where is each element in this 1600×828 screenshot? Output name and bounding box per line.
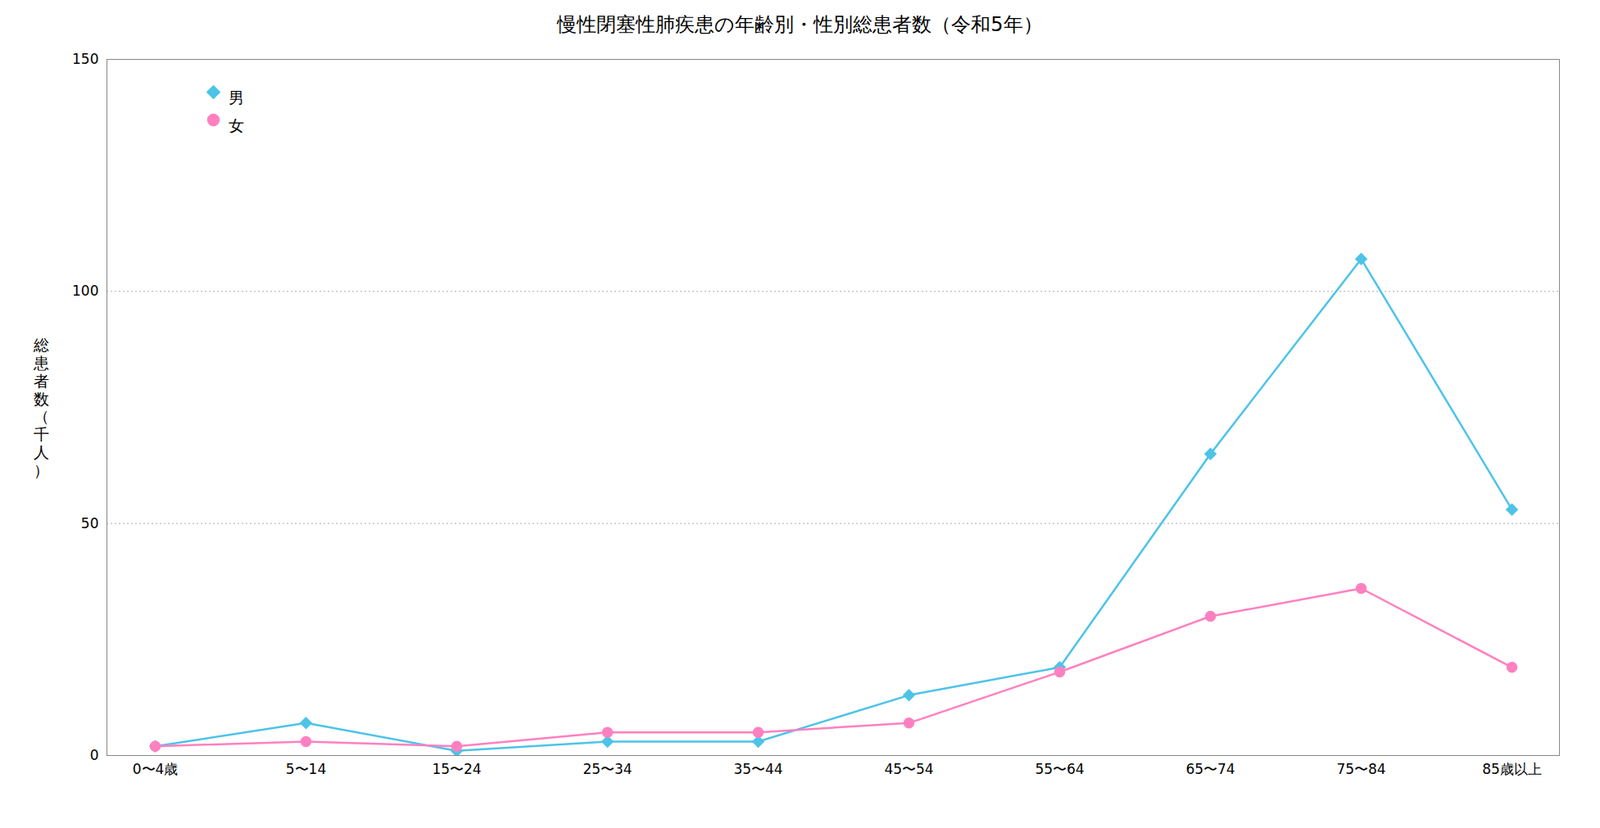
svg-text:150: 150 <box>72 50 99 68</box>
svg-text:総患者数（千人）: 総患者数（千人） <box>32 335 50 480</box>
svg-text:100: 100 <box>72 282 99 300</box>
svg-text:50: 50 <box>81 515 100 532</box>
html-text:慢性閉塞性肺疾患の年齢別・性別総患者数（令和5年）: 慢性閉塞性肺疾患の年齢別・性別総患者数（令和5年） <box>557 13 1043 37</box>
svg-text:5〜14: 5〜14 <box>285 761 327 778</box>
svg-text:35〜44: 35〜44 <box>733 761 783 778</box>
svg-text:0: 0 <box>90 747 100 764</box>
svg-text:女: 女 <box>228 116 245 135</box>
svg-text:55〜64: 55〜64 <box>1034 761 1084 778</box>
svg-text:15〜24: 15〜24 <box>431 761 481 778</box>
svg-text:65〜74: 65〜74 <box>1185 761 1235 778</box>
svg-text:男: 男 <box>228 88 245 107</box>
svg-text:45〜54: 45〜54 <box>883 761 934 778</box>
svg-text:85歳以上: 85歳以上 <box>1482 761 1542 778</box>
svg-text:25〜34: 25〜34 <box>582 761 632 778</box>
svg-text:75〜84: 75〜84 <box>1336 761 1386 778</box>
svg-text:0〜4歳: 0〜4歳 <box>132 761 179 778</box>
